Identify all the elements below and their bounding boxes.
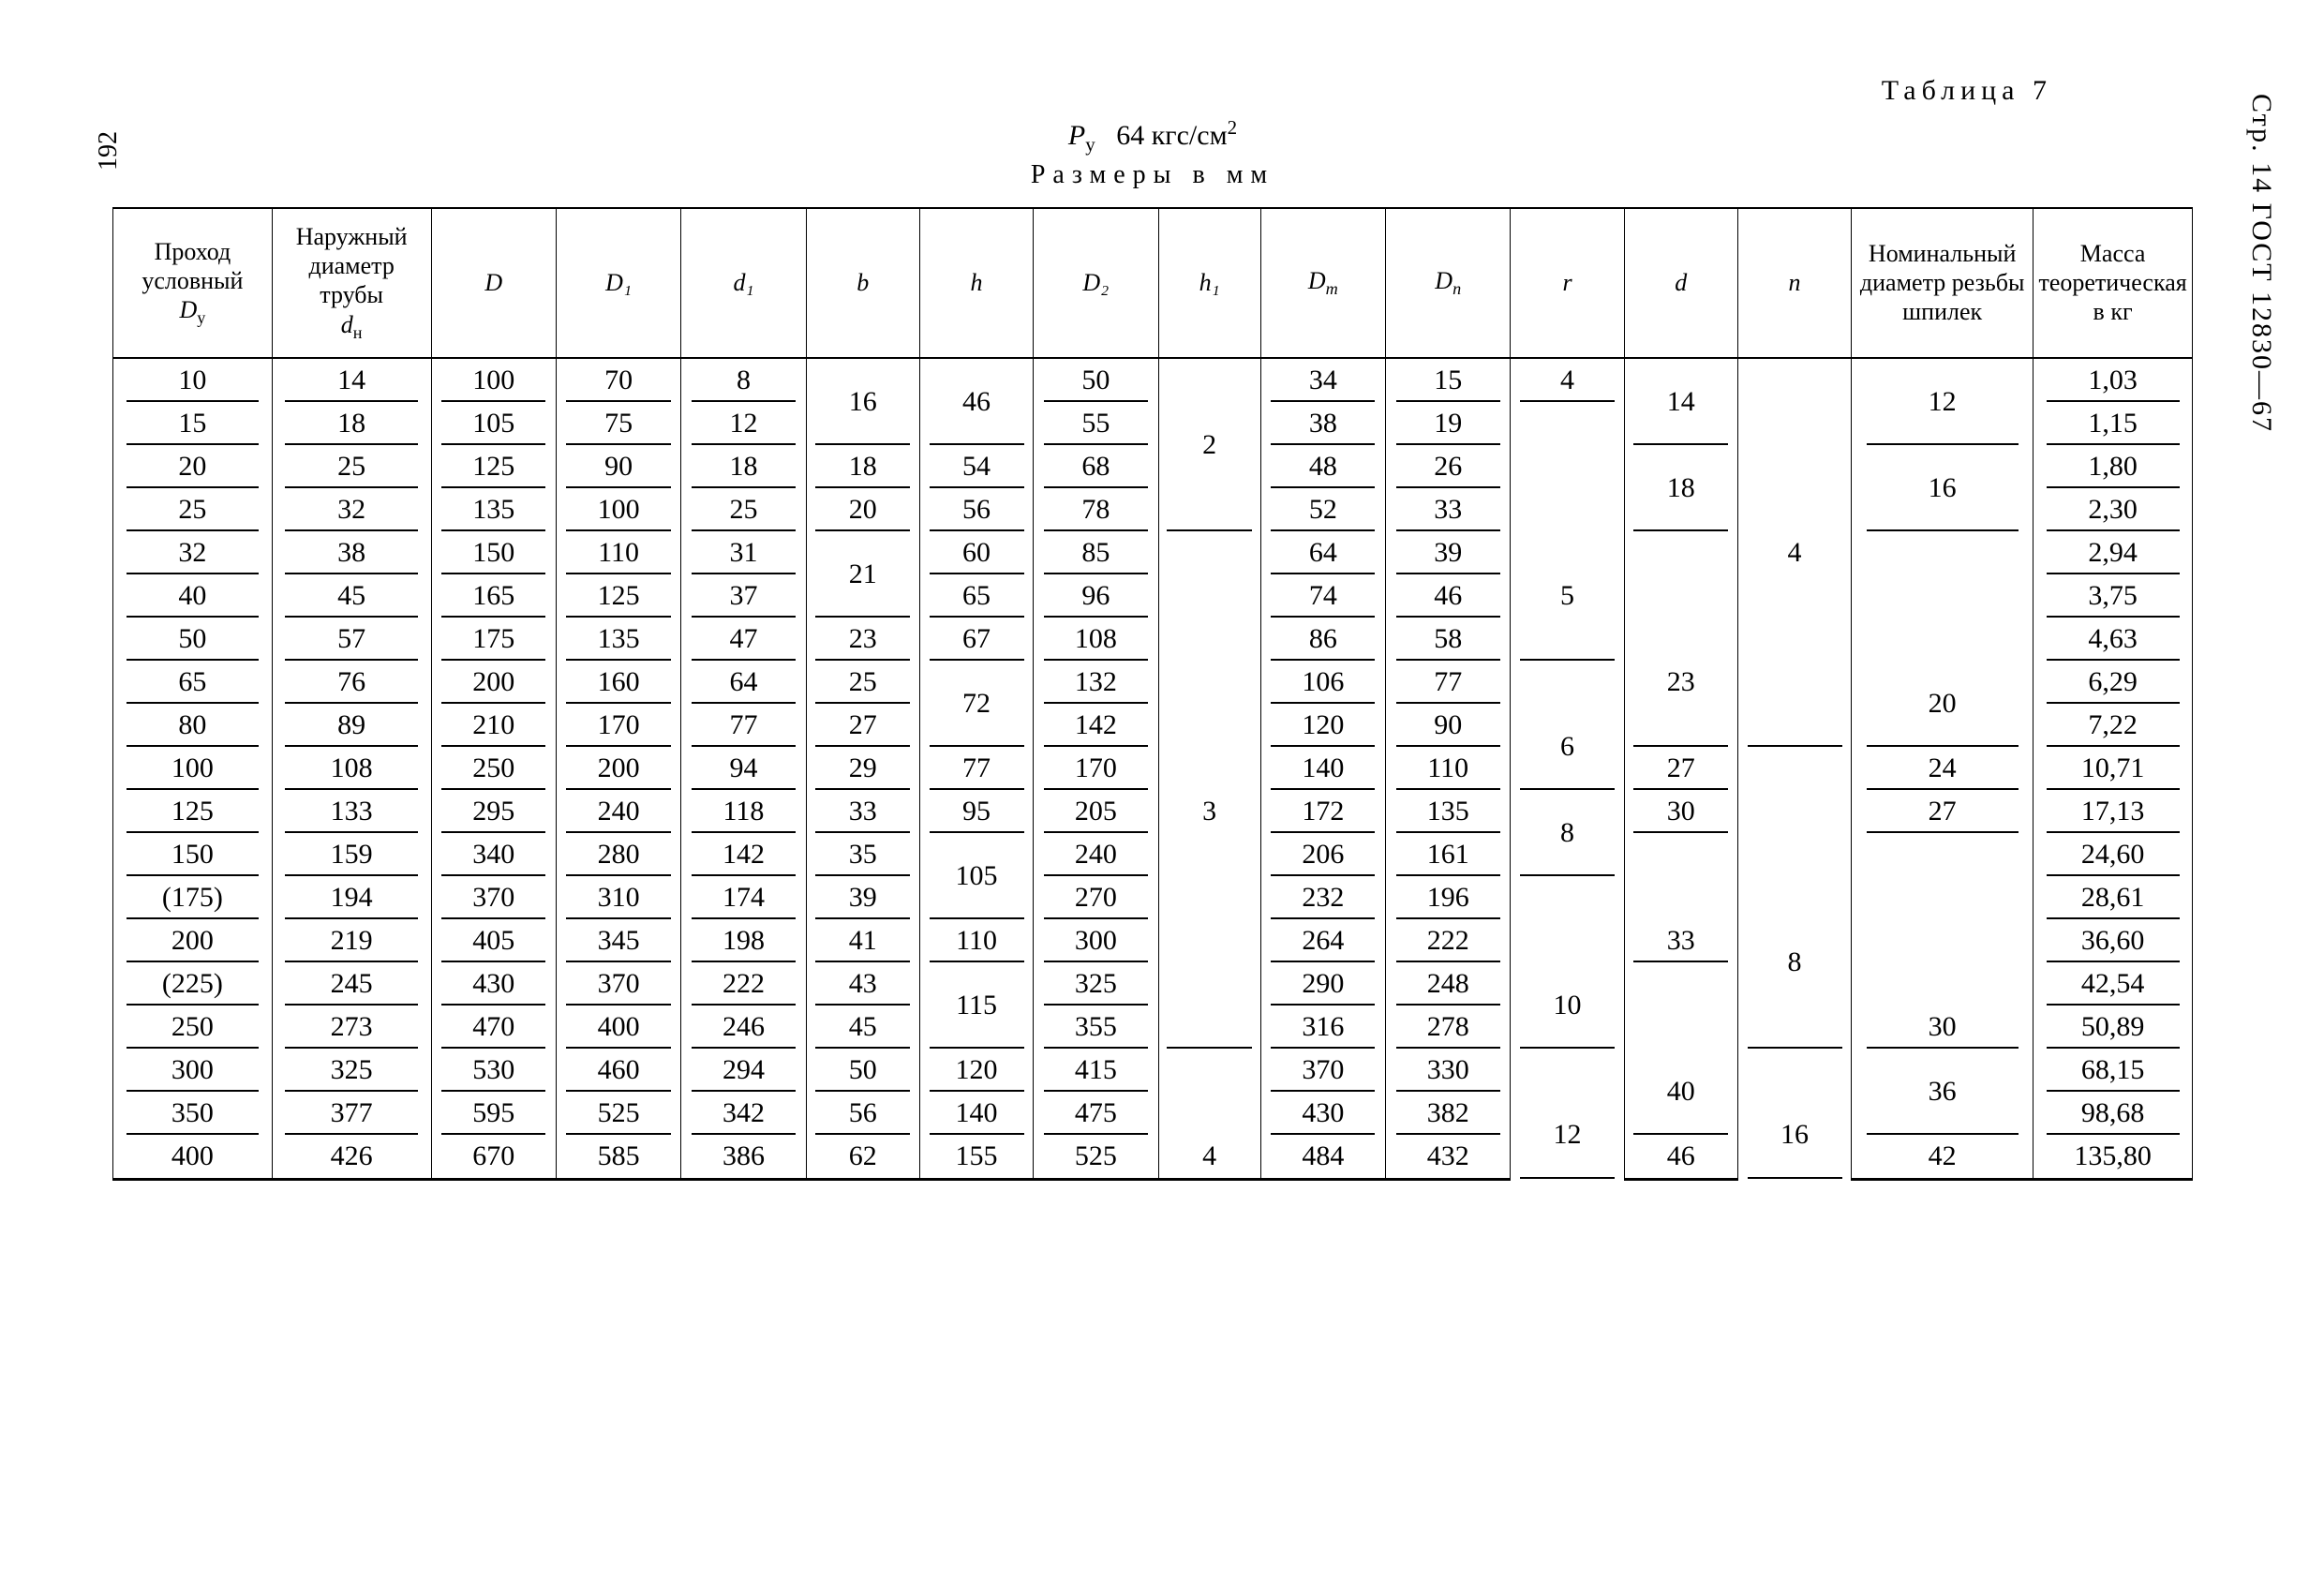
table-row: 125 133 295 240 118 33 95 205 172 135 8 … xyxy=(113,790,2193,833)
caption-dimensions: Размеры в мм xyxy=(112,160,2193,190)
col-h-d1: d₁ xyxy=(681,208,806,358)
col-h-n: n xyxy=(1737,208,1851,358)
table-row: 250 273 470 400 246 45 355 316 278 30 50… xyxy=(113,1006,2193,1049)
col-h-D1: D₁ xyxy=(556,208,680,358)
table-row: 20 25 125 90 18 18 54 68 48 26 18 16 1,8… xyxy=(113,445,2193,488)
table-header-row: Проход условныйDу Наружный диаметр трубы… xyxy=(113,208,2193,358)
table-row: 400 426 670 585 386 62 155 525 4 484 432… xyxy=(113,1135,2193,1180)
col-h-D2: D₂ xyxy=(1034,208,1158,358)
col-h-Dm: Dm xyxy=(1260,208,1385,358)
col-h-b: b xyxy=(806,208,919,358)
page-content: Таблица 7 Pу 64 кгс/см2 Размеры в мм Про… xyxy=(112,75,2193,1181)
col-h-d: d xyxy=(1624,208,1737,358)
col-h-thread: Номиналь­ный диа­метр резь­бы шпилек xyxy=(1852,208,2034,358)
table-row: 150 159 340 280 142 35 105 240 206 161 2… xyxy=(113,833,2193,876)
table-row: 32 38 150 110 31 21 60 85 64 39 5 2,94 xyxy=(113,531,2193,574)
col-h-Dn: Dn xyxy=(1386,208,1511,358)
gost-table: Проход условныйDу Наружный диаметр трубы… xyxy=(112,207,2193,1181)
col-h-dy: Проход условныйDу xyxy=(113,208,273,358)
side-label-gost: Стр. 14 ГОСТ 12830—67 xyxy=(2245,94,2277,433)
col-h-D: D xyxy=(431,208,556,358)
table-row: 100 108 250 200 94 29 77 170 140 110 27 … xyxy=(113,747,2193,790)
table-number-label: Таблица 7 xyxy=(112,75,2052,107)
col-h-h1: h₁ xyxy=(1158,208,1260,358)
table-row: 10 14 100 70 8 16 46 50 2 34 15 4 14 4 1… xyxy=(113,358,2193,402)
caption-pressure: Pу 64 кгс/см2 xyxy=(112,116,2193,156)
col-h-dn: Наружный диаметр трубыdн xyxy=(272,208,431,358)
col-h-mass: Масса теорети­ческая в кг xyxy=(2034,208,2193,358)
col-h-r: r xyxy=(1511,208,1624,358)
table-row: 65 76 200 160 64 25 72 132 106 77 20 6,2… xyxy=(113,661,2193,704)
col-h-h: h xyxy=(919,208,1033,358)
table-row: 300 325 530 460 294 50 120 415 370 330 4… xyxy=(113,1049,2193,1092)
